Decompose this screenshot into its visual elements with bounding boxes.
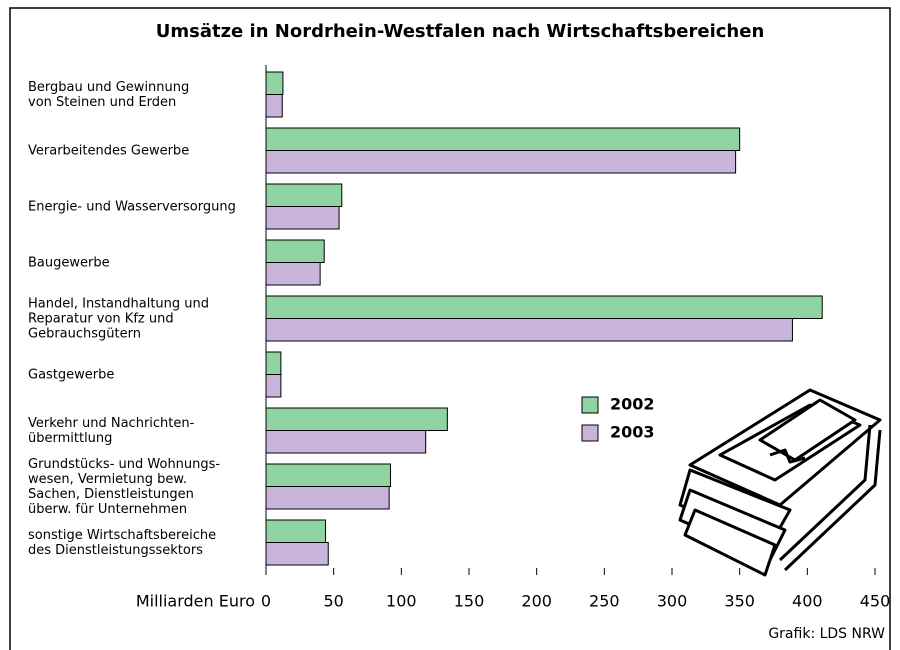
category-label: Energie- und Wasserversorgung <box>28 199 264 214</box>
x-tick-label: 450 <box>860 592 891 611</box>
bar <box>266 408 447 431</box>
bar <box>266 184 342 207</box>
category-label: Baugewerbe <box>28 255 264 270</box>
bar <box>266 431 426 454</box>
category-label: Bergbau und Gewinnung von Steinen und Er… <box>28 80 264 110</box>
page: body { margin: 0; font-family: "DejaVu S… <box>0 0 900 650</box>
x-tick-label: 400 <box>792 592 823 611</box>
chart-title: Umsätze in Nordrhein-Westfalen nach Wirt… <box>156 21 765 42</box>
body: Umsätze in Nordrhein-Westfalen nach Wirt… <box>0 0 900 650</box>
bar <box>266 352 281 375</box>
x-tick-label: 300 <box>657 592 688 611</box>
bar <box>266 520 326 543</box>
legend-label: 2002 <box>610 395 655 414</box>
legend-swatch <box>582 425 598 441</box>
category-label: Grundstücks- und Wohnungs- wesen, Vermie… <box>28 457 264 517</box>
x-tick-label: 50 <box>323 592 343 611</box>
legend-swatch <box>582 397 598 413</box>
bar <box>266 263 320 286</box>
bar <box>266 296 822 319</box>
source: Grafik: LDS NRW <box>768 626 885 642</box>
x-tick-label: 100 <box>386 592 417 611</box>
money-icon <box>680 390 880 575</box>
x-tick-label: 150 <box>454 592 485 611</box>
bar <box>266 72 283 95</box>
bar <box>266 375 281 398</box>
bar <box>266 487 389 510</box>
bar <box>266 464 391 487</box>
bar <box>266 128 740 151</box>
bar <box>266 543 328 566</box>
bar <box>266 95 282 118</box>
category-label: Verarbeitendes Gewerbe <box>28 143 264 158</box>
category-label: Verkehr und Nachrichten- übermittlung <box>28 416 264 446</box>
x-tick-label: 200 <box>521 592 552 611</box>
bar <box>266 319 792 342</box>
category-label: Handel, Instandhaltung und Reparatur von… <box>28 296 264 341</box>
bar <box>266 207 339 230</box>
x-tick-label: 0 <box>261 592 271 611</box>
x-tick-label: 250 <box>589 592 620 611</box>
x-tick-label: 350 <box>724 592 755 611</box>
x-axis-label: Milliarden Euro <box>136 592 255 611</box>
bar <box>266 240 324 263</box>
bar <box>266 151 736 174</box>
legend-label: 2003 <box>610 423 655 442</box>
category-label: Gastgewerbe <box>28 367 264 382</box>
chart-container: Umsätze in Nordrhein-Westfalen nach Wirt… <box>0 0 900 650</box>
category-label: sonstige Wirtschaftsbereiche des Dienstl… <box>28 528 264 558</box>
